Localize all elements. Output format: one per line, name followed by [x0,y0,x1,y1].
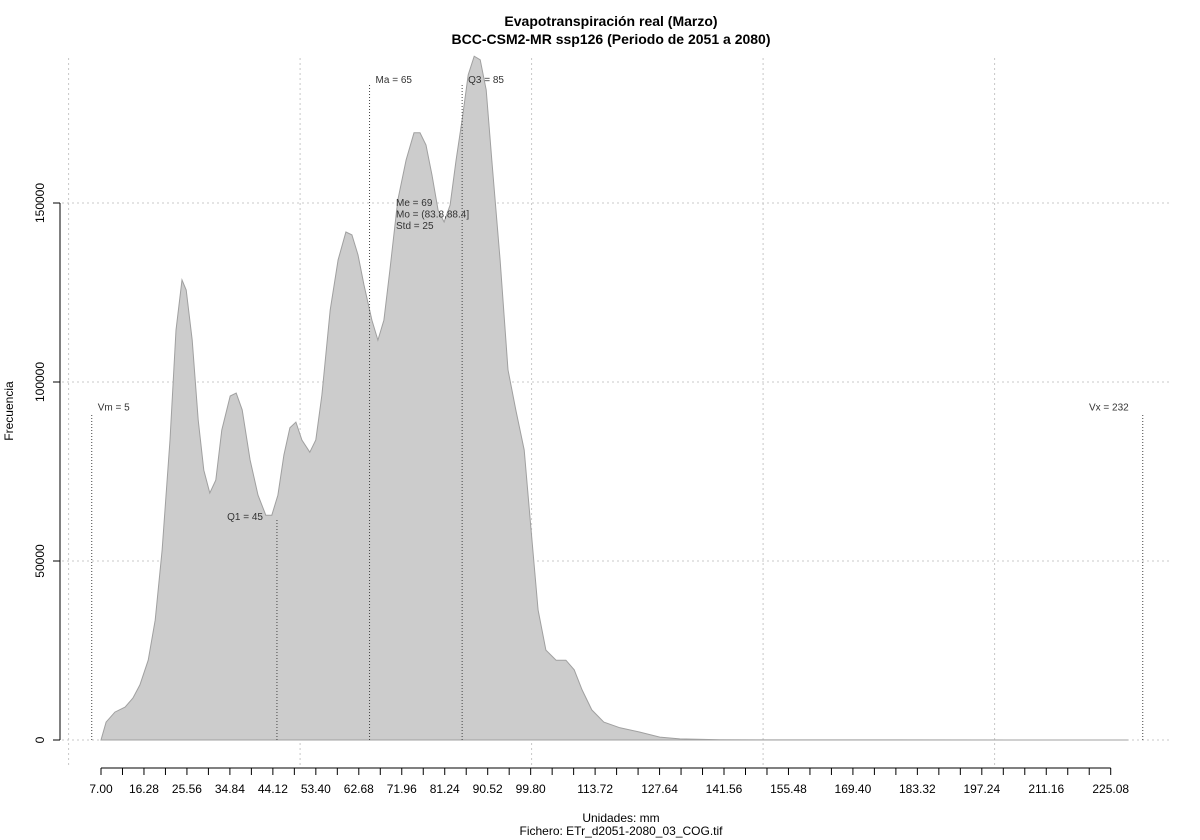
x-tick-label: 62.68 [344,782,374,796]
chart-subtitle: BCC-CSM2-MR ssp126 (Periodo de 2051 a 20… [452,31,771,47]
y-tick-label: 50000 [33,544,47,578]
x-tick-label: 90.52 [473,782,503,796]
density-area [100,55,1128,741]
x-tick-label: 25.56 [172,782,202,796]
y-tick-label: 100000 [33,362,47,402]
x-tick-label: 155.48 [770,782,807,796]
x-tick-label: 169.40 [835,782,872,796]
chart-title: Evapotranspiración real (Marzo) [504,13,717,29]
y-tick-label: 150000 [33,183,47,223]
x-tick-label: 141.56 [706,782,743,796]
stats-label: Mo = (83.8,88.4] [396,210,469,221]
x-tick-label: 211.16 [1028,782,1064,796]
annotation-label: Vx = 232 [1089,403,1129,414]
stats-label: Me = 69 [396,198,433,209]
x-tick-label: 16.28 [129,782,159,796]
y-tick-label: 0 [33,736,47,743]
annotation-label: Q3 = 85 [468,75,504,86]
x-tick-label: 127.64 [641,782,678,796]
x-tick-label: 7.00 [89,782,113,796]
annotation-label: Vm = 5 [98,403,130,414]
x-tick-label: 99.80 [516,782,546,796]
annotation-label: Ma = 65 [376,75,413,86]
x-tick-label: 183.32 [899,782,936,796]
x-tick-label: 197.24 [963,782,1000,796]
annotation-label: Q1 = 45 [227,512,263,523]
y-axis-label: Frecuencia [2,381,16,441]
x-tick-label: 81.24 [430,782,460,796]
x-tick-label: 113.72 [577,782,613,796]
x-tick-label: 44.12 [258,782,288,796]
x-tick-label: 53.40 [301,782,331,796]
x-axis-label: Unidades: mm [582,811,659,825]
x-tick-label: 34.84 [215,782,245,796]
x-tick-label: 71.96 [387,782,417,796]
stats-label: Std = 25 [396,221,434,232]
x-tick-label: 225.08 [1092,782,1129,796]
caption: Fichero: ETr_d2051-2080_03_COG.tif [520,824,724,838]
